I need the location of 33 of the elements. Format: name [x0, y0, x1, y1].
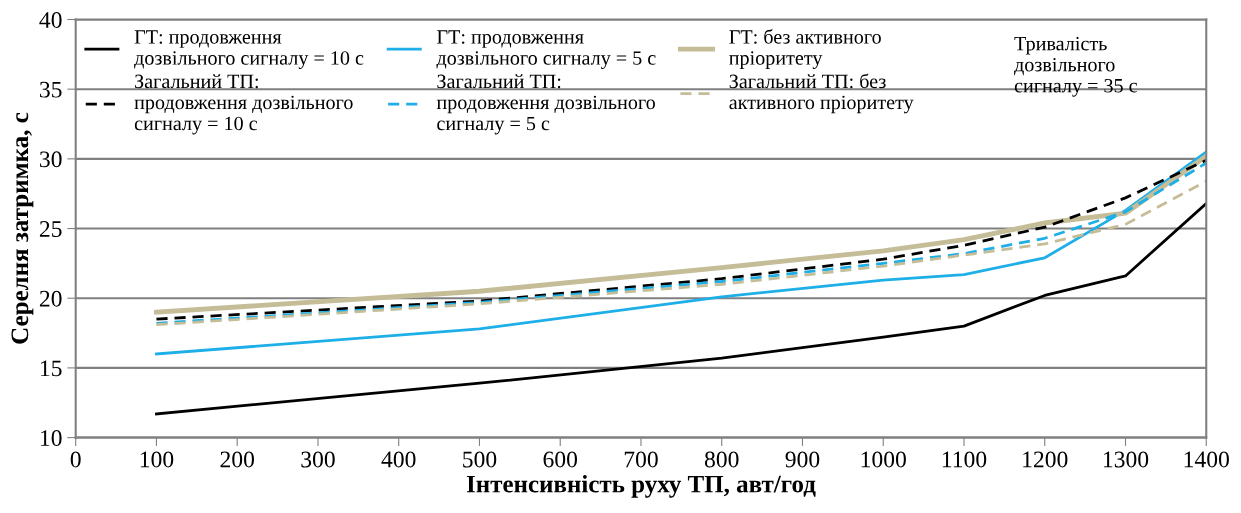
y-tick-label: 15 — [40, 360, 62, 377]
annotation: Тривалість дозвільного сигналу = 35 с — [1014, 36, 1137, 97]
legend-label: Загальний ТП: продовження дозвільного сигналу = 10 с — [134, 74, 353, 135]
y-tick-label: 40 — [39, 11, 62, 28]
line-series — [155, 202, 1207, 416]
x-tick-label: 1300 — [1103, 451, 1149, 468]
x-tick-label: 1400 — [1184, 451, 1229, 468]
x-tick-label: 600 — [543, 451, 578, 468]
x-tick-label: 200 — [220, 451, 255, 468]
y-tick-label: 25 — [39, 221, 62, 237]
x-tick-label: 900 — [785, 451, 820, 468]
legend-label: ГТ: без активного пріоритету — [729, 29, 881, 69]
legend-label: ГТ: продовження дозвільного сигналу = 10 с — [134, 30, 364, 69]
legend-label: ГТ: продовження дозвільного сигналу = 5 с — [436, 30, 656, 69]
x-tick-label: 500 — [463, 451, 497, 468]
x-tick-label: 1100 — [942, 451, 987, 468]
x-tick-label: 1000 — [861, 451, 906, 468]
x-tick-label: 1200 — [1023, 451, 1068, 468]
line-series — [155, 150, 1207, 356]
y-axis-title: Серелня затримка, с — [11, 112, 34, 344]
y-tick-label: 35 — [40, 81, 62, 98]
x-tick-label: 0 — [70, 451, 81, 468]
legend-label: Загальний ТП: без активного пріоритету — [729, 73, 914, 114]
y-tick-label: 20 — [39, 290, 62, 307]
x-tick-label: 800 — [704, 451, 739, 468]
x-tick-label: 400 — [381, 451, 416, 468]
legend-label: Загальний ТП: продовження дозвільного сигналу = 5 с — [436, 74, 655, 135]
y-tick-label: 30 — [40, 151, 62, 168]
y-tick-label: 10 — [40, 430, 62, 447]
x-axis-title: Інтенсивність руху ТП, авт/год — [466, 474, 816, 498]
x-tick-label: 100 — [140, 451, 174, 468]
x-tick-label: 300 — [301, 451, 335, 468]
x-tick-label: 700 — [624, 451, 658, 468]
